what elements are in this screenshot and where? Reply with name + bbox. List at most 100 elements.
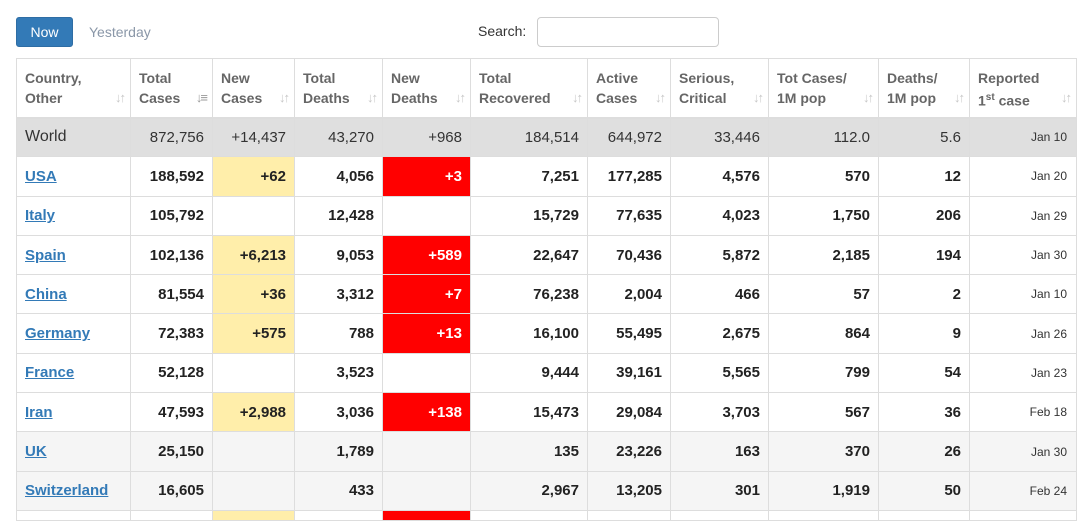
search-input[interactable] — [537, 17, 719, 47]
cell-new-deaths — [382, 195, 471, 236]
cell-total-cases: 872,756 — [130, 116, 213, 158]
cell-reported-first: Jan 20 — [969, 156, 1077, 197]
column-header-line2: Critical — [679, 90, 727, 106]
column-header-total-recovered[interactable]: Total Recovered ↓↑ — [470, 58, 588, 119]
cell-reported-first: Feb 18 — [969, 392, 1077, 433]
country-link[interactable]: Iran — [25, 403, 53, 421]
cell-total-cases: 72,383 — [130, 313, 213, 354]
cell-deaths-1m: 5.6 — [878, 116, 970, 158]
search-label: Search: — [478, 23, 527, 39]
column-header-active-cases[interactable]: Active Cases ↓↑ — [587, 58, 671, 119]
cell-active-cases: 23,226 — [587, 431, 671, 472]
sort-icon[interactable]: ↓↑ — [455, 89, 466, 105]
sort-icon[interactable]: ↓↑ — [655, 89, 666, 105]
sort-icon[interactable]: ↓↑ — [367, 89, 378, 105]
cell-serious-critical: 466 — [670, 274, 769, 315]
cell-deaths-1m: 9 — [878, 313, 970, 354]
column-header-line2: Deaths — [303, 90, 350, 106]
cell-country: France — [16, 352, 131, 394]
cell-country: UK — [16, 431, 131, 472]
column-header-line1: Active — [596, 70, 639, 86]
cell-new-deaths — [382, 431, 471, 472]
sort-icon[interactable]: ↓↑ — [1061, 89, 1072, 105]
sort-icon[interactable]: ↓↑ — [863, 89, 874, 105]
cell-new-cases: +2,988 — [212, 392, 295, 433]
table-row: France 52,128 3,523 9,444 39,161 5,565 799 54 Ja… — [16, 352, 1077, 394]
country-link[interactable]: Italy — [25, 207, 56, 225]
cell-total-cases: 52,128 — [130, 352, 213, 394]
cell-new-cases: +575 — [212, 313, 295, 354]
cell-total-recovered — [470, 509, 588, 521]
cell-reported-first: Jan 26 — [969, 313, 1077, 354]
cell-total-deaths: 1,789 — [294, 431, 383, 472]
sort-icon[interactable]: ↓↑ — [572, 89, 583, 105]
column-header-reported-first[interactable]: Reported 1st case ↓↑ — [969, 58, 1077, 119]
cell-total-deaths: 3,312 — [294, 274, 383, 315]
cell-country — [16, 509, 131, 521]
cell-reported-first — [969, 509, 1077, 521]
country-link[interactable]: China — [25, 285, 67, 303]
column-header-new-cases[interactable]: New Cases ↓↑ — [212, 58, 295, 119]
cell-total-deaths: 4,056 — [294, 156, 383, 197]
cell-deaths-1m: 12 — [878, 156, 970, 197]
cell-serious-critical: 4,576 — [670, 156, 769, 197]
cell-reported-first: Jan 29 — [969, 195, 1077, 236]
cell-total-recovered: 15,473 — [470, 392, 588, 433]
cell-new-cases: +62 — [212, 156, 295, 197]
sort-desc-icon[interactable]: ↓≡ — [195, 89, 208, 105]
cell-deaths-1m — [878, 509, 970, 521]
cell-serious-critical: 5,565 — [670, 352, 769, 394]
country-link[interactable]: USA — [25, 167, 57, 185]
cell-reported-first: Jan 30 — [969, 431, 1077, 472]
cell-tot-cases-1m: 1,919 — [768, 470, 879, 511]
table-row: Switzerland 16,605 433 2,967 13,205 301 1,919 5… — [16, 470, 1077, 511]
table-row: Spain 102,136 +6,213 9,053 +589 22,647 70,436 5… — [16, 234, 1077, 276]
cell-tot-cases-1m: 2,185 — [768, 234, 879, 276]
cell-tot-cases-1m: 799 — [768, 352, 879, 394]
column-header-line2: Recovered — [479, 90, 551, 106]
cell-total-deaths: 3,036 — [294, 392, 383, 433]
column-header-line2: Deaths — [391, 90, 438, 106]
column-header-total-cases[interactable]: Total Cases ↓≡ — [130, 58, 213, 119]
cell-tot-cases-1m: 570 — [768, 156, 879, 197]
covid-table: Country, Other ↓↑ Total Cases ↓≡ New Cases ↓↑ Tot… — [16, 58, 1077, 521]
country-link[interactable]: Germany — [25, 325, 91, 343]
column-header-line1: Reported — [978, 70, 1040, 86]
country-link[interactable]: UK — [25, 443, 47, 461]
cell-country: USA — [16, 156, 131, 197]
cell-reported-first: Feb 24 — [969, 470, 1077, 511]
sort-icon[interactable]: ↓↑ — [753, 89, 764, 105]
sort-icon[interactable]: ↓↑ — [279, 89, 290, 105]
cell-serious-critical: 3,703 — [670, 392, 769, 433]
sort-icon[interactable]: ↓↑ — [954, 89, 965, 105]
cell-deaths-1m: 54 — [878, 352, 970, 394]
cell-deaths-1m: 26 — [878, 431, 970, 472]
cell-total-deaths: 9,053 — [294, 234, 383, 276]
country-link[interactable]: Spain — [25, 246, 66, 264]
cell-total-cases: 16,605 — [130, 470, 213, 511]
column-header-serious-critical[interactable]: Serious, Critical ↓↑ — [670, 58, 769, 119]
column-header-country[interactable]: Country, Other ↓↑ — [16, 58, 131, 119]
sort-icon[interactable]: ↓↑ — [115, 89, 126, 105]
yesterday-button[interactable]: Yesterday — [89, 24, 151, 40]
cell-total-recovered: 16,100 — [470, 313, 588, 354]
column-header-new-deaths[interactable]: New Deaths ↓↑ — [382, 58, 471, 119]
column-header-line1: Serious, — [679, 70, 735, 86]
now-button[interactable]: Now — [16, 17, 73, 47]
column-header-line2: Cases — [221, 90, 263, 106]
column-header-line2: Cases — [139, 90, 181, 106]
column-header-deaths-1m[interactable]: Deaths/1M pop ↓↑ — [878, 58, 970, 119]
cell-serious-critical: 33,446 — [670, 116, 769, 158]
table-row-partial — [16, 509, 1077, 521]
country-link[interactable]: Switzerland — [25, 482, 109, 500]
cell-deaths-1m: 206 — [878, 195, 970, 236]
cell-new-deaths: +7 — [382, 274, 471, 315]
column-header-tot-cases-1m[interactable]: Tot Cases/1M pop ↓↑ — [768, 58, 879, 119]
cell-new-cases — [212, 195, 295, 236]
cell-total-deaths: 788 — [294, 313, 383, 354]
country-link[interactable]: France — [25, 364, 75, 382]
cell-total-recovered: 2,967 — [470, 470, 588, 511]
column-header-total-deaths[interactable]: Total Deaths ↓↑ — [294, 58, 383, 119]
column-header-line2: Other — [25, 90, 63, 106]
cell-active-cases: 77,635 — [587, 195, 671, 236]
